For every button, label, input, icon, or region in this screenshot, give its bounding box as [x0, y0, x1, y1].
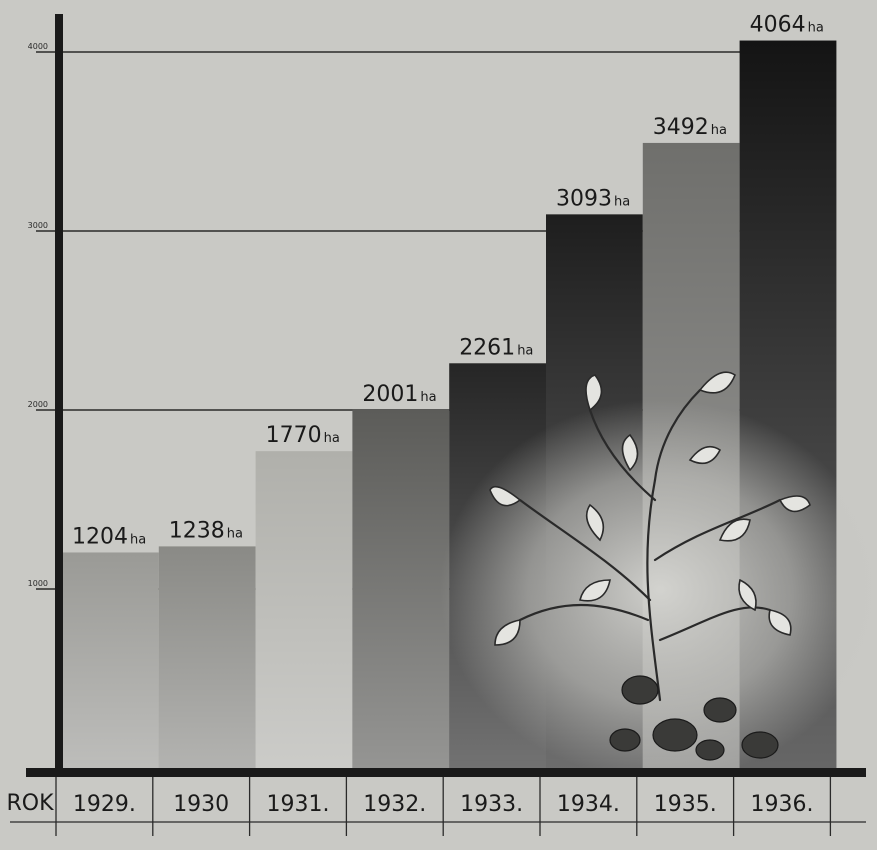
bar-shade-1 — [158, 546, 256, 768]
y-tick-label-1000: 1000 — [28, 579, 48, 588]
value-number: 2001 — [362, 382, 418, 407]
category-label-1934: 1934. — [557, 792, 620, 817]
axes — [26, 14, 866, 777]
category-label-1935: 1935. — [654, 792, 717, 817]
value-unit: ha — [130, 532, 146, 547]
value-label-1: 1238 ha — [169, 518, 243, 543]
category-label-1936: 1936. — [751, 792, 814, 817]
category-row: ROK 1929. 1930 1931. 1932. 1933. 1934. 1935. 193… — [6, 777, 866, 836]
value-number: 1238 — [169, 518, 225, 543]
value-unit: ha — [517, 343, 533, 358]
category-label-1933: 1933. — [460, 792, 523, 817]
bar-shade-2 — [255, 451, 353, 768]
value-unit: ha — [227, 526, 243, 541]
y-axis — [55, 14, 63, 776]
value-number: 1204 — [72, 524, 128, 549]
value-number: 4064 — [750, 13, 806, 38]
category-label-1931: 1931. — [267, 792, 330, 817]
x-header-label: ROK — [6, 791, 54, 816]
value-unit: ha — [324, 431, 340, 446]
y-tick-label-2000: 2000 — [28, 400, 48, 409]
y-tick-label-4000: 4000 — [28, 42, 48, 51]
value-label-5: 3093 ha — [556, 186, 630, 211]
potato-plant-illustration — [440, 371, 877, 780]
value-unit: ha — [420, 390, 436, 405]
x-axis — [26, 768, 866, 777]
category-label-1932: 1932. — [363, 792, 426, 817]
value-unit: ha — [808, 21, 824, 36]
value-label-3: 2001 ha — [362, 382, 436, 407]
y-tick-label-3000: 3000 — [28, 221, 48, 230]
value-number: 3492 — [653, 115, 709, 140]
y-tick-labels: 1000 2000 3000 4000 — [28, 42, 48, 588]
value-label-7: 4064 ha — [750, 13, 824, 38]
value-number: 3093 — [556, 186, 612, 211]
bar-shade-3 — [352, 409, 450, 768]
category-label-1930: 1930 — [173, 792, 229, 817]
value-unit: ha — [614, 194, 630, 209]
bar-shade-0 — [62, 552, 159, 768]
value-label-2: 1770 ha — [266, 423, 340, 448]
value-unit: ha — [711, 123, 727, 138]
category-label-1929: 1929. — [73, 792, 136, 817]
value-label-4: 2261 ha — [459, 335, 533, 360]
value-label-0: 1204 ha — [72, 524, 146, 549]
value-label-6: 3492 ha — [653, 115, 727, 140]
value-number: 1770 — [266, 423, 322, 448]
value-number: 2261 — [459, 335, 515, 360]
